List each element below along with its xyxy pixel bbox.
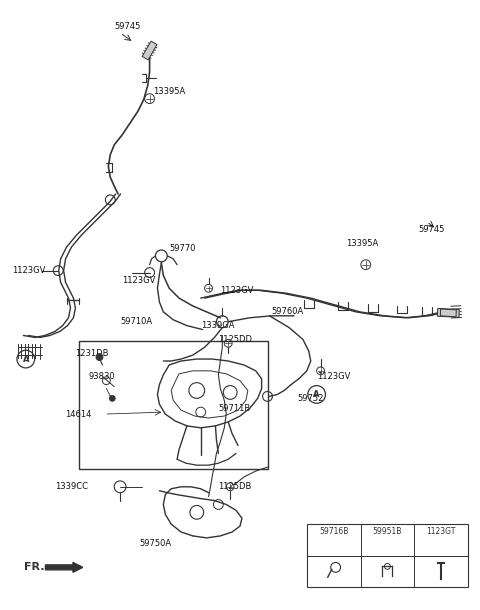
Text: 59951B: 59951B xyxy=(372,528,402,536)
Polygon shape xyxy=(437,309,459,317)
Text: 1231DB: 1231DB xyxy=(75,349,108,357)
Text: 13395A: 13395A xyxy=(154,87,186,96)
Polygon shape xyxy=(440,309,456,317)
Bar xyxy=(307,524,468,587)
Text: 1339CC: 1339CC xyxy=(55,483,88,491)
Text: 59710A: 59710A xyxy=(120,317,152,326)
Text: 59745: 59745 xyxy=(419,225,445,234)
Text: A: A xyxy=(23,354,29,364)
Text: 59750A: 59750A xyxy=(140,539,172,548)
Text: 59770: 59770 xyxy=(169,245,196,254)
Text: 1123GV: 1123GV xyxy=(317,372,350,381)
Text: 59752: 59752 xyxy=(297,394,324,403)
Text: 1339GA: 1339GA xyxy=(201,321,234,330)
Text: 1123GV: 1123GV xyxy=(12,266,46,275)
Text: 59711B: 59711B xyxy=(218,404,251,413)
Text: 59760A: 59760A xyxy=(272,307,304,317)
Circle shape xyxy=(96,354,103,361)
Circle shape xyxy=(109,395,115,401)
FancyArrow shape xyxy=(46,562,83,572)
Text: 1125DB: 1125DB xyxy=(218,483,252,491)
Text: 93830: 93830 xyxy=(89,372,115,381)
Text: FR.: FR. xyxy=(24,562,44,572)
Text: 13395A: 13395A xyxy=(346,239,378,248)
Text: 1123GT: 1123GT xyxy=(426,528,456,536)
Text: 1123GV: 1123GV xyxy=(220,285,254,295)
Polygon shape xyxy=(142,41,157,60)
Text: 1123GV: 1123GV xyxy=(122,276,156,285)
Text: A: A xyxy=(313,390,320,399)
Text: 14614: 14614 xyxy=(65,409,92,418)
Text: 1125DD: 1125DD xyxy=(218,335,252,344)
Text: 59716B: 59716B xyxy=(319,528,348,536)
Bar xyxy=(79,342,267,469)
Text: 59745: 59745 xyxy=(114,23,141,31)
